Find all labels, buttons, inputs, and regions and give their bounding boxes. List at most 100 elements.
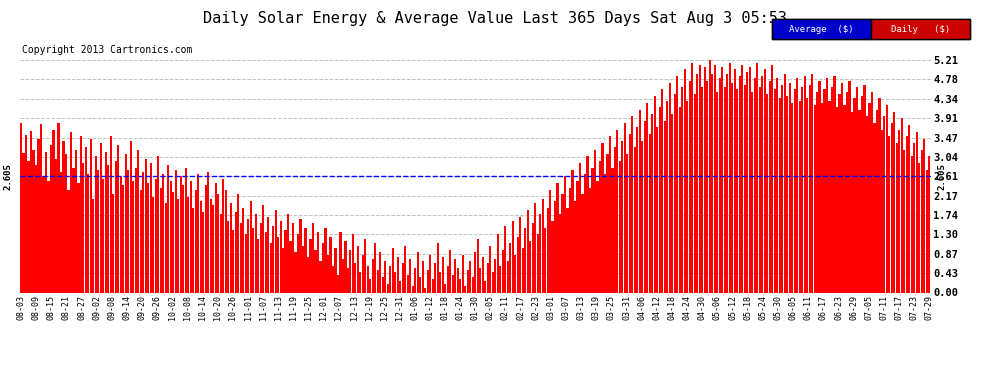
Bar	[826, 78, 828, 292]
Bar	[435, 264, 437, 292]
Bar	[397, 257, 399, 292]
Bar	[292, 224, 294, 292]
Bar	[758, 87, 760, 292]
Bar	[549, 190, 551, 292]
Text: 2.605: 2.605	[938, 163, 947, 190]
Bar	[539, 214, 542, 292]
Bar	[449, 250, 451, 292]
Bar	[60, 172, 62, 292]
Bar	[561, 194, 563, 292]
Bar	[230, 203, 232, 292]
Bar	[310, 239, 312, 292]
Bar	[152, 196, 154, 292]
Bar	[52, 130, 54, 292]
Bar	[778, 98, 781, 292]
Bar	[154, 179, 156, 292]
Bar	[364, 239, 366, 292]
Bar	[65, 154, 67, 292]
Bar	[48, 181, 50, 292]
Bar	[709, 60, 711, 292]
Bar	[763, 69, 765, 292]
Bar	[661, 90, 663, 292]
Bar	[392, 248, 394, 292]
Bar	[502, 250, 504, 292]
Bar	[544, 228, 546, 292]
Bar	[205, 185, 207, 292]
Bar	[791, 103, 793, 292]
Bar	[689, 81, 691, 292]
Bar	[714, 65, 716, 292]
Text: 2.605: 2.605	[3, 163, 13, 190]
Bar	[926, 170, 928, 292]
Bar	[330, 237, 332, 292]
Bar	[243, 208, 245, 292]
Bar	[33, 150, 35, 292]
Text: Daily Solar Energy & Average Value Last 365 Days Sat Aug 3 05:53: Daily Solar Energy & Average Value Last …	[203, 11, 787, 26]
Bar	[252, 228, 254, 292]
Bar	[888, 136, 890, 292]
Bar	[446, 266, 448, 292]
Bar	[159, 188, 161, 292]
Bar	[210, 199, 212, 292]
Bar	[653, 96, 656, 292]
Bar	[579, 163, 581, 292]
Bar	[257, 239, 259, 292]
Bar	[748, 67, 750, 292]
Bar	[315, 250, 317, 292]
Bar	[70, 132, 72, 292]
Bar	[325, 228, 327, 292]
Bar	[494, 259, 496, 292]
Bar	[839, 94, 841, 292]
Bar	[816, 92, 818, 292]
Bar	[804, 76, 806, 292]
Bar	[596, 181, 599, 292]
Bar	[512, 221, 514, 292]
Bar	[399, 281, 401, 292]
Bar	[901, 118, 903, 292]
Bar	[622, 141, 624, 292]
Bar	[312, 224, 314, 292]
Bar	[461, 255, 463, 292]
Bar	[110, 136, 112, 292]
Bar	[379, 252, 381, 292]
Bar	[604, 174, 606, 292]
Bar	[374, 243, 376, 292]
Bar	[85, 147, 87, 292]
Bar	[337, 274, 339, 292]
Bar	[404, 246, 406, 292]
Bar	[459, 279, 461, 292]
Bar	[190, 181, 192, 292]
Bar	[35, 165, 37, 292]
Bar	[866, 116, 868, 292]
Bar	[372, 259, 374, 292]
Bar	[517, 237, 519, 292]
Bar	[105, 152, 107, 292]
Bar	[753, 78, 755, 292]
Bar	[476, 239, 479, 292]
Bar	[62, 141, 64, 292]
Bar	[340, 232, 342, 292]
Bar	[287, 214, 289, 292]
Bar	[863, 85, 865, 292]
Bar	[148, 183, 149, 292]
Bar	[419, 277, 422, 292]
Bar	[632, 116, 634, 292]
Bar	[724, 87, 726, 292]
Bar	[215, 183, 217, 292]
Bar	[279, 221, 281, 292]
Bar	[514, 255, 516, 292]
Bar	[768, 81, 770, 292]
Bar	[716, 92, 719, 292]
Bar	[742, 65, 743, 292]
Bar	[656, 128, 658, 292]
Bar	[387, 284, 389, 292]
Bar	[824, 90, 826, 292]
Text: Daily   ($): Daily ($)	[891, 25, 950, 34]
Bar	[809, 85, 811, 292]
Bar	[914, 143, 916, 292]
Bar	[591, 168, 594, 292]
Bar	[617, 130, 619, 292]
Bar	[345, 241, 346, 292]
Bar	[417, 252, 419, 292]
Bar	[412, 286, 414, 292]
